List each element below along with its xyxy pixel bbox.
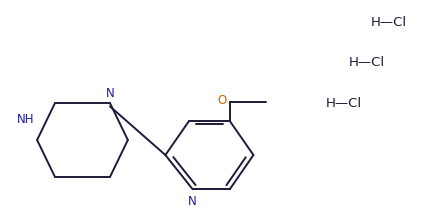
- Text: N: N: [188, 195, 197, 208]
- Text: N: N: [105, 87, 114, 100]
- Text: NH: NH: [17, 113, 35, 126]
- Text: H—Cl: H—Cl: [371, 16, 407, 29]
- Text: H—Cl: H—Cl: [326, 97, 362, 110]
- Text: H—Cl: H—Cl: [349, 56, 384, 69]
- Text: O: O: [217, 94, 226, 107]
